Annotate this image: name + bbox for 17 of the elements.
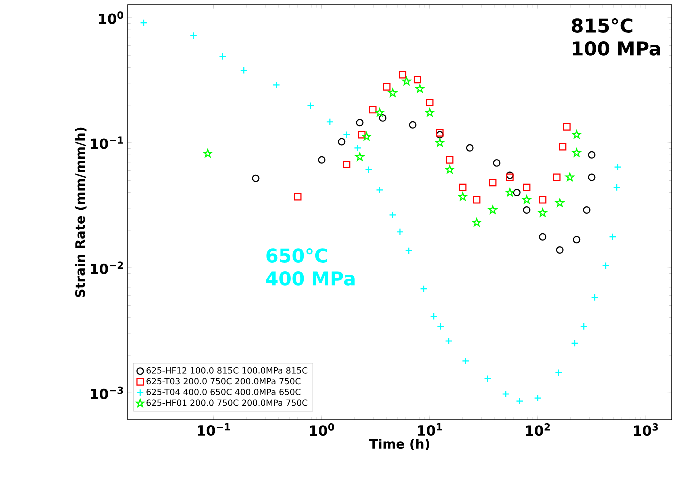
annotation: 815°C 100 MPa	[572, 18, 660, 56]
legend-label: 625-HF12 100.0 815C 100.0MPa 815C	[146, 367, 308, 374]
x-tick-label: 10$^{−1}$	[198, 424, 230, 436]
x-tick-label: 10$^{0}$	[310, 424, 334, 436]
x-axis-title: Time (h)	[370, 439, 430, 451]
x-tick-label: 10$^{3}$	[634, 424, 658, 436]
y-tick-label: 10$^{−3}$	[91, 386, 124, 400]
y-tick-label: 10$^{−2}$	[91, 262, 124, 274]
annotation: 650°C 400 MPa	[266, 248, 355, 286]
y-axis-title: Strain Rate (mm/mm/h)	[75, 128, 87, 298]
x-tick-label: 10$^{2}$	[526, 424, 550, 436]
y-tick-label: 10$^{0}$	[99, 12, 124, 24]
legend-label: 625-HF01 200.0 750C 200.0MPa 750C	[146, 400, 308, 406]
y-tick-label: 10$^{−1}$	[91, 136, 124, 150]
legend-label: 625-T03 200.0 750C 200.0MPa 750C	[146, 378, 301, 385]
legend-label: 625-T04 400.0 650C 400.0MPa 650C	[146, 388, 301, 396]
x-tick-label: 10$^{1}$	[418, 424, 442, 436]
